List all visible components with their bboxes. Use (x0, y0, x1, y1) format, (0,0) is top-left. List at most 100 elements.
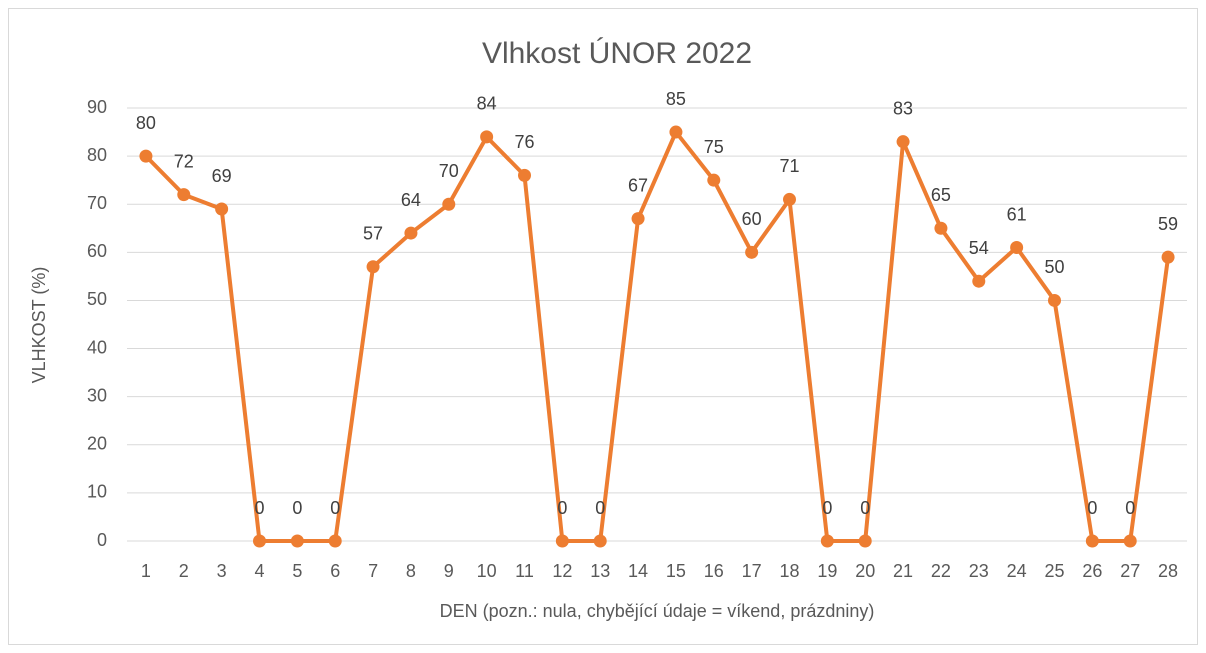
x-tick-label: 8 (406, 561, 416, 581)
y-tick-label: 40 (87, 337, 107, 357)
x-tick-label: 3 (217, 561, 227, 581)
x-tick-label: 6 (330, 561, 340, 581)
marker (707, 173, 721, 187)
data-label: 80 (136, 113, 156, 133)
x-tick-label: 25 (1044, 561, 1064, 581)
x-tick-label: 28 (1158, 561, 1178, 581)
x-tick-label: 15 (666, 561, 686, 581)
x-tick-label: 17 (742, 561, 762, 581)
data-label: 0 (860, 498, 870, 518)
data-label: 85 (666, 89, 686, 109)
data-label: 0 (330, 498, 340, 518)
data-label: 67 (628, 175, 648, 195)
data-label: 69 (212, 166, 232, 186)
data-label: 76 (514, 132, 534, 152)
data-label: 72 (174, 151, 194, 171)
x-tick-label: 20 (855, 561, 875, 581)
x-tick-label: 4 (254, 561, 264, 581)
marker (215, 202, 229, 216)
x-tick-label: 10 (477, 561, 497, 581)
x-axis-label: DEN (pozn.: nula, chybějící údaje = víke… (440, 601, 875, 621)
marker (328, 534, 342, 548)
marker (631, 212, 645, 226)
y-tick-label: 70 (87, 193, 107, 213)
y-axis-label: VLHKOST (%) (29, 267, 49, 384)
x-tick-label: 26 (1082, 561, 1102, 581)
marker (1085, 534, 1099, 548)
x-tick-label: 13 (590, 561, 610, 581)
marker (745, 245, 759, 259)
x-tick-label: 22 (931, 561, 951, 581)
x-tick-label: 18 (779, 561, 799, 581)
marker (404, 226, 418, 240)
y-tick-label: 90 (87, 97, 107, 117)
data-label: 54 (969, 238, 989, 258)
marker (442, 197, 456, 211)
data-label: 0 (292, 498, 302, 518)
data-label: 65 (931, 185, 951, 205)
x-tick-label: 23 (969, 561, 989, 581)
data-label: 0 (254, 498, 264, 518)
data-label: 84 (477, 94, 497, 114)
x-tick-label: 5 (292, 561, 302, 581)
data-label: 0 (557, 498, 567, 518)
marker (139, 149, 153, 163)
x-tick-label: 16 (704, 561, 724, 581)
chart-title: Vlhkost ÚNOR 2022 (482, 37, 752, 70)
x-tick-label: 19 (817, 561, 837, 581)
chart-border (8, 8, 1198, 645)
y-tick-label: 60 (87, 241, 107, 261)
y-tick-label: 80 (87, 145, 107, 165)
marker (366, 260, 380, 274)
data-label: 0 (1087, 498, 1097, 518)
marker (253, 534, 266, 548)
x-tick-label: 14 (628, 561, 648, 581)
data-label: 0 (822, 498, 832, 518)
marker (858, 534, 872, 548)
line (144, 130, 1171, 543)
data-label: 70 (439, 161, 459, 181)
x-tick-label: 21 (893, 561, 913, 581)
y-tick-label: 20 (87, 434, 107, 454)
data-label: 59 (1158, 214, 1178, 234)
y-tick-label: 0 (97, 530, 107, 550)
x-tick-label: 2 (179, 561, 189, 581)
data-label: 50 (1044, 257, 1064, 277)
data-label: 83 (893, 98, 913, 118)
data-label: 60 (742, 209, 762, 229)
y-tick-label: 10 (87, 482, 107, 502)
y-tick-label: 50 (87, 289, 107, 309)
data-label: 71 (779, 156, 799, 176)
marker (896, 135, 910, 149)
marker (1010, 241, 1024, 255)
x-tick-label: 24 (1007, 561, 1027, 581)
marker (934, 221, 948, 235)
marker (1161, 250, 1175, 264)
marker (290, 534, 304, 548)
marker (972, 274, 986, 288)
data-label: 64 (401, 190, 421, 210)
x-tick-label: 1 (141, 561, 151, 581)
marker (1048, 293, 1061, 307)
marker (820, 534, 834, 548)
data-label: 75 (704, 137, 724, 157)
x-tick-label: 12 (552, 561, 572, 581)
data-label: 57 (363, 224, 383, 244)
marker (480, 130, 494, 144)
data-label: 61 (1007, 204, 1027, 224)
marker (593, 534, 607, 548)
x-tick-label: 9 (444, 561, 454, 581)
y-tick-label: 30 (87, 385, 107, 405)
x-tick-label: 7 (368, 561, 378, 581)
x-tick-label: 11 (515, 561, 534, 581)
marker (177, 188, 191, 202)
data-label: 0 (1125, 498, 1135, 518)
marker (783, 192, 796, 206)
x-tick-label: 27 (1120, 561, 1140, 581)
marker (518, 168, 531, 182)
marker (555, 534, 569, 548)
data-label: 0 (595, 498, 605, 518)
marker (1123, 534, 1137, 548)
marker (669, 125, 683, 139)
